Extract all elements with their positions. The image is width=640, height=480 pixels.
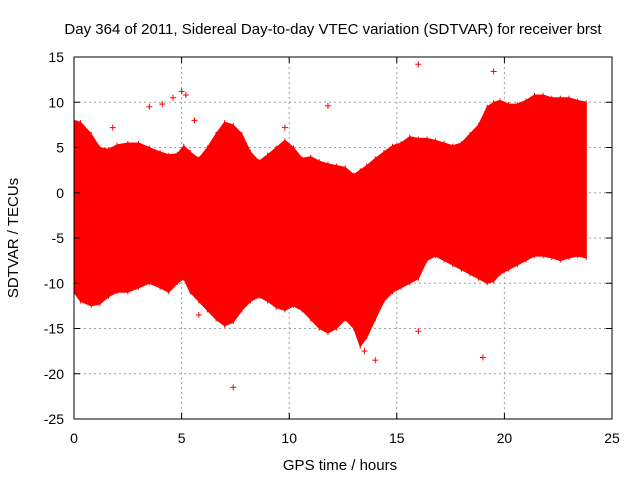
outlier-point <box>490 68 497 75</box>
outlier-point <box>372 357 379 364</box>
outlier-point <box>191 117 198 124</box>
sdtvar-envelope <box>73 94 587 348</box>
outlier-point <box>169 94 176 101</box>
outlier-point <box>159 101 166 108</box>
data-layer <box>73 61 587 391</box>
y-tick-label: 5 <box>56 140 64 156</box>
outlier-point <box>361 348 368 355</box>
y-tick-label: -20 <box>44 366 64 382</box>
y-tick-label: 15 <box>48 49 64 65</box>
outlier-point <box>195 311 202 318</box>
x-tick-label: 20 <box>497 430 513 446</box>
outlier-point <box>324 102 331 109</box>
outlier-point <box>146 103 153 110</box>
outlier-point <box>479 354 486 361</box>
outlier-point <box>228 316 235 323</box>
x-tick-label: 15 <box>389 430 405 446</box>
outlier-point <box>230 384 237 391</box>
axis-ticks: 0 5 10 15 20 25 15 10 5 0 -5 -10 -15 -20 -25 <box>44 49 620 446</box>
y-tick-label: 0 <box>56 185 64 201</box>
y-tick-label: -25 <box>44 411 64 427</box>
x-tick-label: 0 <box>70 430 78 446</box>
x-axis-label: GPS time / hours <box>283 457 397 474</box>
outlier-point <box>182 92 189 99</box>
y-tick-label: -10 <box>44 275 64 291</box>
outlier-point <box>109 124 116 131</box>
x-tick-label: 5 <box>178 430 186 446</box>
x-tick-label: 25 <box>604 430 620 446</box>
outlier-point <box>281 124 288 131</box>
y-tick-label: -5 <box>52 230 65 246</box>
chart-title: Day 364 of 2011, Sidereal Day-to-day VTE… <box>64 21 602 38</box>
outlier-point <box>415 61 422 68</box>
y-axis-label: SDTVAR / TECUs <box>5 178 22 298</box>
y-tick-label: 10 <box>48 94 64 110</box>
x-tick-label: 10 <box>281 430 297 446</box>
y-tick-label: -15 <box>44 321 64 337</box>
outlier-point <box>415 328 422 335</box>
outlier-point <box>178 88 185 95</box>
